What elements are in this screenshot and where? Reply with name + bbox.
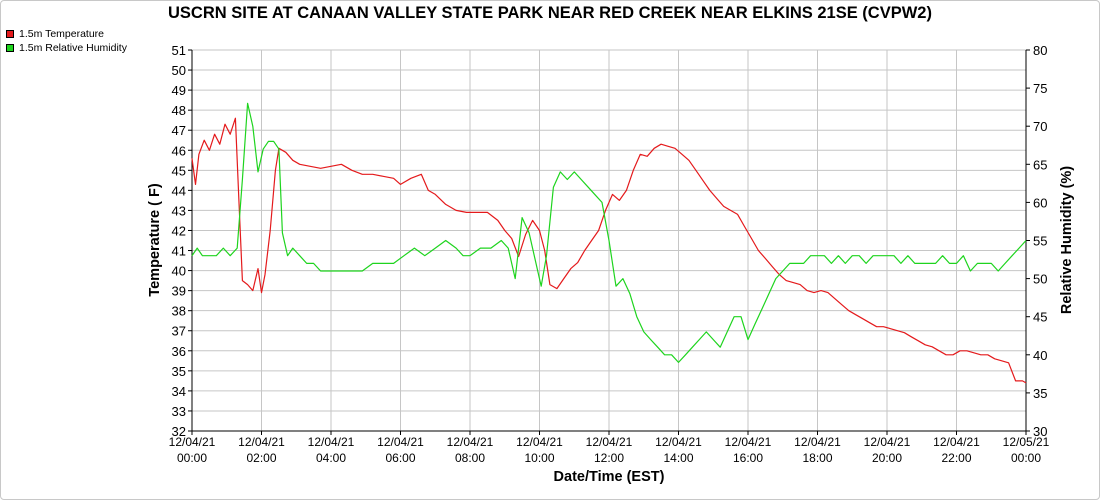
y-axis-label: Temperature ( F) bbox=[147, 183, 163, 297]
x-tick-label-time: 00:00 bbox=[177, 451, 207, 465]
x-tick-label-date: 12/04/21 bbox=[864, 435, 911, 449]
y2-tick-label: 45 bbox=[1033, 310, 1047, 325]
x-tick-label-time: 00:00 bbox=[1011, 451, 1041, 465]
x-tick-label-time: 12:00 bbox=[594, 451, 624, 465]
y-tick-label: 39 bbox=[172, 284, 186, 299]
legend-swatch-humidity bbox=[6, 44, 14, 52]
y-tick-label: 51 bbox=[172, 43, 186, 58]
y-tick-label: 46 bbox=[172, 143, 186, 158]
x-tick-label-date: 12/04/21 bbox=[377, 435, 424, 449]
x-tick-label-date: 12/04/21 bbox=[586, 435, 633, 449]
x-tick-label-time: 14:00 bbox=[663, 451, 693, 465]
y-tick-label: 42 bbox=[172, 223, 186, 238]
x-tick-label-date: 12/04/21 bbox=[238, 435, 285, 449]
legend-label-temperature: 1.5m Temperature bbox=[19, 28, 105, 40]
y2-tick-label: 70 bbox=[1033, 119, 1047, 134]
series-line-humidity bbox=[191, 102, 1027, 363]
y-tick-label: 50 bbox=[172, 63, 186, 78]
y-tick-label: 44 bbox=[172, 183, 186, 198]
x-tick-label-date: 12/04/21 bbox=[516, 435, 563, 449]
x-tick-label-time: 08:00 bbox=[455, 451, 485, 465]
x-tick-label-date: 12/04/21 bbox=[794, 435, 841, 449]
x-tick-label-time: 10:00 bbox=[524, 451, 554, 465]
y2-tick-label: 80 bbox=[1033, 43, 1047, 58]
x-tick-label-time: 18:00 bbox=[802, 451, 832, 465]
y-tick-label: 47 bbox=[172, 123, 186, 138]
x-tick-label-date: 12/04/21 bbox=[655, 435, 702, 449]
y-tick-label: 40 bbox=[172, 264, 186, 279]
y-tick-label: 43 bbox=[172, 203, 186, 218]
y2-tick-label: 35 bbox=[1033, 386, 1047, 401]
y2-axis-label: Relative Humidity (%) bbox=[1059, 165, 1075, 315]
y-tick-label: 36 bbox=[172, 344, 186, 359]
legend: 1.5m Temperature 1.5m Relative Humidity bbox=[6, 27, 127, 55]
y2-tick-label: 55 bbox=[1033, 234, 1047, 249]
y-tick-label: 32 bbox=[172, 424, 186, 439]
y2-tick-label: 75 bbox=[1033, 81, 1047, 96]
x-tick-label-date: 12/04/21 bbox=[447, 435, 494, 449]
legend-swatch-temperature bbox=[6, 30, 14, 38]
x-tick-label-time: 16:00 bbox=[733, 451, 763, 465]
x-tick-label-date: 12/04/21 bbox=[169, 435, 216, 449]
y-tick-label: 33 bbox=[172, 404, 186, 419]
x-tick-label-date: 12/04/21 bbox=[933, 435, 980, 449]
y-tick-label: 48 bbox=[172, 103, 186, 118]
x-tick-label-date: 12/04/21 bbox=[725, 435, 772, 449]
y2-tick-label: 40 bbox=[1033, 348, 1047, 363]
series-line-temperature bbox=[191, 117, 1027, 384]
y2-tick-label: 65 bbox=[1033, 157, 1047, 172]
y-tick-label: 34 bbox=[172, 384, 186, 399]
legend-item-temperature: 1.5m Temperature bbox=[6, 27, 127, 41]
y-tick-label: 35 bbox=[172, 364, 186, 379]
y-tick-label: 49 bbox=[172, 83, 186, 98]
y-tick-label: 45 bbox=[172, 163, 186, 178]
x-tick-label-time: 06:00 bbox=[385, 451, 415, 465]
legend-item-humidity: 1.5m Relative Humidity bbox=[6, 41, 127, 55]
x-tick-label-date: 12/05/21 bbox=[1003, 435, 1050, 449]
y2-tick-label: 50 bbox=[1033, 272, 1047, 287]
y2-tick-label: 60 bbox=[1033, 195, 1047, 210]
legend-label-humidity: 1.5m Relative Humidity bbox=[19, 42, 127, 54]
chart-title: USCRN SITE AT CANAAN VALLEY STATE PARK N… bbox=[168, 4, 932, 22]
x-tick-label-time: 02:00 bbox=[246, 451, 276, 465]
x-tick-label-time: 22:00 bbox=[941, 451, 971, 465]
x-tick-label-date: 12/04/21 bbox=[308, 435, 355, 449]
y2-tick-label: 30 bbox=[1033, 424, 1047, 439]
y-tick-label: 38 bbox=[172, 304, 186, 319]
y-tick-label: 41 bbox=[172, 244, 186, 259]
x-axis-label: Date/Time (EST) bbox=[553, 469, 665, 485]
y-tick-label: 37 bbox=[172, 324, 186, 339]
x-tick-label-time: 04:00 bbox=[316, 451, 346, 465]
x-tick-label-time: 20:00 bbox=[872, 451, 902, 465]
